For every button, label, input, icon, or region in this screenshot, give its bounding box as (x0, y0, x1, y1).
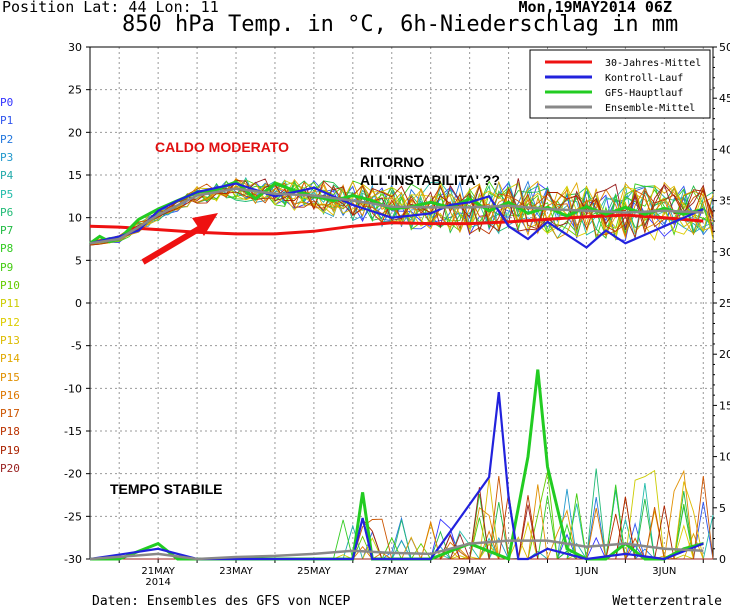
y-right-tick-label: 25 (719, 297, 730, 310)
legend-label: GFS-Hauptlauf (605, 88, 683, 99)
member-label: P15 (0, 370, 20, 384)
member-label: P7 (0, 224, 14, 238)
chart-title: 850 hPa Temp. in °C, 6h-Niederschlag in … (122, 12, 679, 37)
member-label: P6 (0, 205, 14, 219)
kontroll-lauf-temp-line (89, 182, 704, 249)
y-left-tick-label: -25 (64, 510, 82, 523)
kontroll-lauf-precip-line (89, 391, 704, 561)
y-left-tick-label: -10 (64, 382, 82, 395)
red-arrow-shaft (141, 224, 204, 265)
y-left-tick-label: 5 (75, 254, 82, 267)
y-right-tick-label: 40 (719, 143, 730, 156)
y-left-tick-label: 20 (68, 126, 82, 139)
y-right-tick-label: 0 (719, 553, 726, 566)
member-label: P8 (0, 242, 14, 256)
member-label: P19 (0, 443, 20, 457)
member-label: P0 (0, 96, 14, 109)
red-arrow-head (192, 213, 218, 236)
chart-axes: -30 -25 -20 -15 -10 -5 0 5 10 15 20 25 30 0 5 10 15 20 25 3… (64, 41, 730, 588)
y-right-tick-label: 10 (719, 451, 730, 464)
member-label: P2 (0, 132, 14, 146)
member-label: P10 (0, 279, 20, 292)
annotation-warm: CALDO MODERATO (155, 139, 289, 155)
annotation-return-2: ALL'INSTABILITA' ?? (360, 172, 500, 188)
run-date-label: Mon,19MAY2014 06Z (518, 0, 672, 16)
member-label: P4 (0, 169, 14, 183)
member-label: P1 (0, 114, 14, 128)
member-label: P11 (0, 297, 20, 311)
x-tick-label: 27MAY (375, 566, 409, 577)
member-label: P5 (0, 187, 14, 201)
member-label: P9 (0, 260, 14, 274)
ensemble-temp-line (89, 185, 714, 246)
-jahres-mittel-temp-line (89, 213, 704, 236)
y-left-tick-label: -5 (71, 340, 82, 353)
x-tick-label: 29MAY (453, 566, 487, 577)
x-tick-label: 25MAY (297, 566, 331, 577)
x-tick-label: 23MAY (219, 566, 253, 577)
data-source-label: Daten: Ensembles des GFS von NCEP (92, 594, 351, 609)
y-right-tick-label: 45 (719, 92, 730, 105)
y-left-tick-label: 0 (75, 297, 82, 310)
member-label: P14 (0, 352, 20, 366)
ensemble-mittel-precip-line (89, 539, 704, 561)
y-right-tick-label: 5 (719, 502, 726, 515)
chart-legend: 30-Jahres-Mittel Kontroll-Lauf GFS-Hauptla… (529, 49, 711, 119)
main-series-lines (89, 180, 704, 562)
gfs-hauptlauf-precip-line (90, 369, 704, 562)
member-label: P20 (0, 462, 20, 475)
brand-label: Wetterzentrale (612, 594, 722, 609)
y-right-tick-label: 50 (719, 41, 730, 54)
x-tick-label: 1JUN (574, 566, 598, 577)
y-left-tick-label: 25 (68, 84, 82, 97)
legend-label: Ensemble-Mittel (605, 103, 695, 114)
member-label: P17 (0, 407, 20, 421)
annotation-return-1: RITORNO (360, 154, 424, 170)
member-label: P13 (0, 333, 20, 347)
x-tick-label: 21MAY (141, 566, 175, 577)
x-tick-label: 3JUN (652, 566, 676, 577)
legend-label: Kontroll-Lauf (605, 73, 683, 84)
y-left-tick-label: -20 (64, 468, 82, 481)
member-label: P16 (0, 388, 20, 402)
y-right-tick-label: 15 (719, 399, 730, 412)
ensemble-temp-line (89, 176, 714, 243)
annotation-stable: TEMPO STABILE (110, 481, 223, 497)
ensemble-mittel-temp-line (89, 187, 704, 245)
position-label: Position Lat: 44 Lon: 11 (2, 0, 219, 16)
member-label: P18 (0, 425, 20, 439)
x-tick-sublabel: 2014 (145, 577, 170, 588)
ensemble-temp-line (89, 178, 714, 243)
member-label: P12 (0, 315, 20, 329)
y-left-tick-label: 30 (68, 41, 82, 54)
member-label: P3 (0, 150, 14, 164)
y-left-tick-label: -30 (64, 553, 82, 566)
y-left-tick-label: -15 (64, 425, 82, 438)
y-right-tick-label: 20 (719, 348, 730, 361)
y-right-tick-label: 35 (719, 195, 730, 208)
y-right-tick-label: 30 (719, 246, 730, 259)
legend-label: 30-Jahres-Mittel (605, 58, 701, 69)
annotations: CALDO MODERATO RITORNO ALL'INSTABILITA' ??… (110, 139, 500, 497)
y-left-tick-label: 10 (68, 212, 82, 225)
y-left-tick-label: 15 (68, 169, 82, 182)
